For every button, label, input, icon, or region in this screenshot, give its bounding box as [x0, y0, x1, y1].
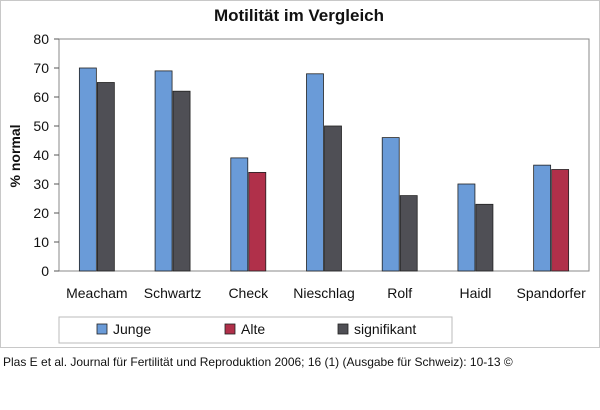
legend-label: signifikant: [354, 321, 416, 337]
y-tick-label: 0: [41, 263, 49, 279]
legend-swatch: [96, 323, 108, 335]
legend: Junge Alte signifikant: [58, 316, 453, 344]
x-tick-label: Check: [228, 285, 269, 301]
legend-box: [58, 316, 453, 344]
plot-area: [58, 38, 590, 272]
chart-frame: Motilität im Vergleich % normal 0 10 20 30 4…: [0, 0, 600, 369]
bar-haidl-second: [475, 203, 494, 272]
bar-rolf-second: [399, 195, 418, 272]
legend-label: Alte: [241, 321, 265, 337]
legend-swatch: [337, 323, 349, 335]
x-tick-label: Rolf: [387, 285, 412, 301]
legend-label: Junge: [113, 321, 151, 337]
bar-rolf-junge: [381, 137, 400, 272]
bar-schwartz-second: [172, 90, 191, 272]
bar-check-second: [248, 171, 267, 272]
y-axis-label: % normal: [7, 124, 23, 187]
bar-spandorfer-second: [551, 169, 570, 272]
y-tick-label: 50: [33, 118, 49, 134]
chart: Motilität im Vergleich % normal 0 10 20 30 4…: [7, 6, 590, 344]
bar-haidl-junge: [457, 183, 476, 272]
y-tick-label: 40: [33, 147, 49, 163]
y-axis-ticks: 0 10 20 30 40 50 60 70 80: [33, 31, 59, 279]
chart-title: Motilität im Vergleich: [214, 6, 384, 25]
y-tick-label: 20: [33, 205, 49, 221]
y-tick-label: 10: [33, 234, 49, 250]
bar-meacham-junge: [78, 67, 97, 272]
x-tick-label: Nieschlag: [293, 285, 354, 301]
bar-nieschlag-second: [324, 125, 342, 272]
legend-swatch: [224, 323, 236, 335]
bar-nieschlag-junge: [306, 73, 324, 272]
bar-schwartz-junge: [154, 70, 173, 272]
bar-check-junge: [230, 157, 249, 272]
x-tick-label: Schwartz: [144, 285, 202, 301]
y-tick-label: 70: [33, 60, 49, 76]
source-caption: Plas E et al. Journal für Fertilität und…: [3, 355, 513, 369]
bars: [78, 67, 570, 272]
bar-spandorfer-junge: [533, 164, 552, 272]
y-tick-label: 80: [33, 31, 49, 47]
y-tick-label: 30: [33, 176, 49, 192]
x-tick-label: Meacham: [66, 285, 127, 301]
x-axis-ticks: Meacham Schwartz Check Nieschlag Rolf Haidl Sp…: [66, 285, 586, 301]
x-tick-label: Spandorfer: [517, 285, 587, 301]
bar-meacham-second: [96, 82, 115, 272]
x-tick-label: Haidl: [459, 285, 491, 301]
y-tick-label: 60: [33, 89, 49, 105]
